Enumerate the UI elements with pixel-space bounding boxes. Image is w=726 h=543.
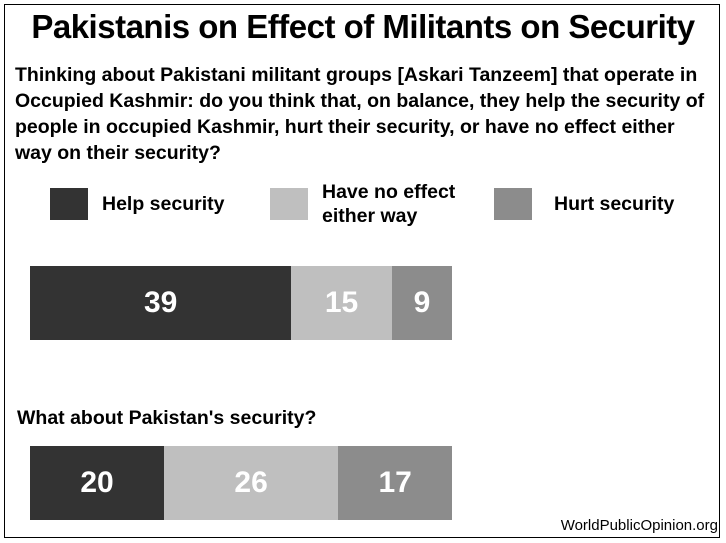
legend-swatch-hurt bbox=[494, 188, 532, 220]
legend-label-help: Help security bbox=[102, 193, 225, 215]
bar-kashmir-no-effect: 15 bbox=[291, 266, 392, 340]
data-label-kashmir-no-effect: 15 bbox=[324, 286, 359, 319]
source-credit: WorldPublicOpinion.org bbox=[560, 517, 718, 534]
bar-kashmir-help: 39 bbox=[30, 266, 292, 340]
legend-label-hurt: Hurt security bbox=[554, 193, 675, 215]
legend-item-hurt: Hurt security bbox=[494, 188, 674, 220]
data-label-pakistan-help: 20 bbox=[80, 466, 114, 499]
legend-item-help: Help security bbox=[50, 188, 224, 220]
sub-question: What about Pakistan's security? bbox=[17, 407, 317, 429]
legend-item-no-effect: Have no effect either way bbox=[270, 180, 492, 228]
bar-pakistan-hurt: 17 bbox=[338, 446, 453, 520]
data-label-pakistan-hurt: 17 bbox=[378, 466, 412, 499]
data-label-kashmir-hurt: 9 bbox=[413, 286, 431, 319]
bar-pakistan-no-effect: 26 bbox=[164, 446, 339, 520]
bar-row-kashmir: 39 15 9 bbox=[30, 266, 453, 340]
survey-question: Thinking about Pakistani militant groups… bbox=[15, 64, 705, 164]
data-label-pakistan-no-effect: 26 bbox=[234, 466, 268, 499]
legend-swatch-no-effect bbox=[270, 188, 308, 220]
bar-row-pakistan: 20 26 17 bbox=[30, 446, 453, 520]
bar-kashmir-hurt: 9 bbox=[391, 266, 453, 340]
chart-title: Pakistanis on Effect of Militants on Sec… bbox=[31, 8, 695, 45]
data-label-kashmir-help: 39 bbox=[143, 286, 178, 319]
bar-pakistan-help: 20 bbox=[30, 446, 164, 520]
chart-frame bbox=[4, 4, 720, 538]
legend-swatch-help bbox=[50, 188, 88, 220]
legend-label-no-effect: Have no effect either way bbox=[322, 181, 456, 227]
